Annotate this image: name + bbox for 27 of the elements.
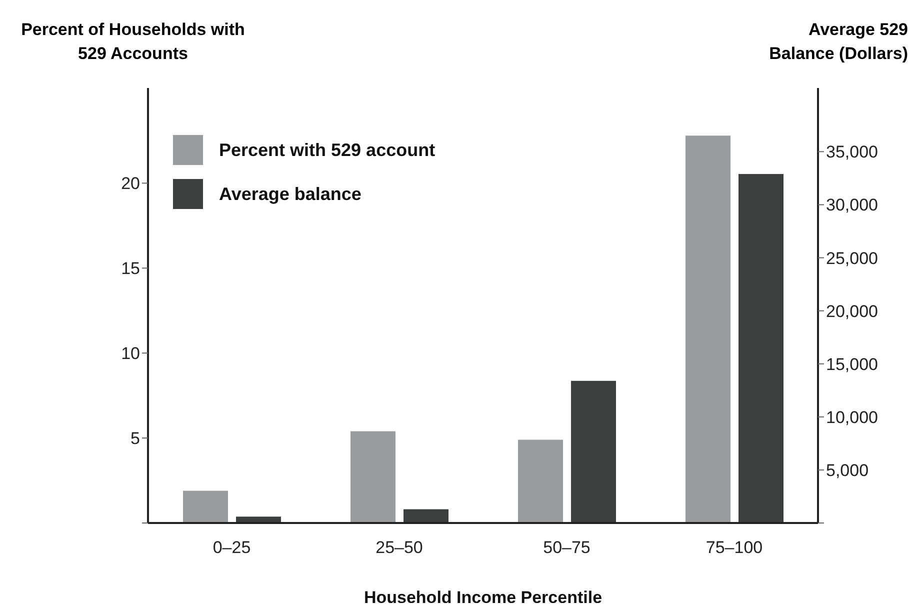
y2-tick-label: 25,000 xyxy=(826,248,878,268)
y-tick-label: 15 xyxy=(121,259,140,278)
y2-axis-title: Average 529 Balance (Dollars) xyxy=(768,19,908,65)
y-tick-label: 10 xyxy=(121,344,140,364)
bar xyxy=(686,136,730,523)
bar xyxy=(183,490,228,523)
y2-tick-label: 15,000 xyxy=(826,354,878,374)
x-tick-label: 75–100 xyxy=(706,538,763,558)
legend-label: Average balance xyxy=(219,184,362,204)
y2-tick-label: 30,000 xyxy=(826,196,878,215)
bar xyxy=(738,174,784,523)
x-axis-title: Household Income Percentile xyxy=(364,588,602,607)
bar xyxy=(518,440,563,523)
y2-tick-label: 20,000 xyxy=(826,302,878,321)
y2-tick-label: 5,000 xyxy=(826,460,869,480)
bar xyxy=(404,509,448,523)
x-tick-label: 50–75 xyxy=(543,538,590,558)
y-axis-title: Percent of Households with 529 Accounts xyxy=(20,19,246,65)
y-tick-label: 20 xyxy=(121,174,140,194)
y2-tick-label: 35,000 xyxy=(826,142,878,162)
legend-label: Percent with 529 account xyxy=(219,140,436,160)
y-tick-label: 5 xyxy=(130,429,140,448)
bar xyxy=(571,380,616,523)
bar xyxy=(350,431,396,523)
x-tick-label: 25–50 xyxy=(376,538,423,558)
y2-tick-label: 10,000 xyxy=(826,408,878,427)
x-tick-label: 0–25 xyxy=(212,538,251,558)
